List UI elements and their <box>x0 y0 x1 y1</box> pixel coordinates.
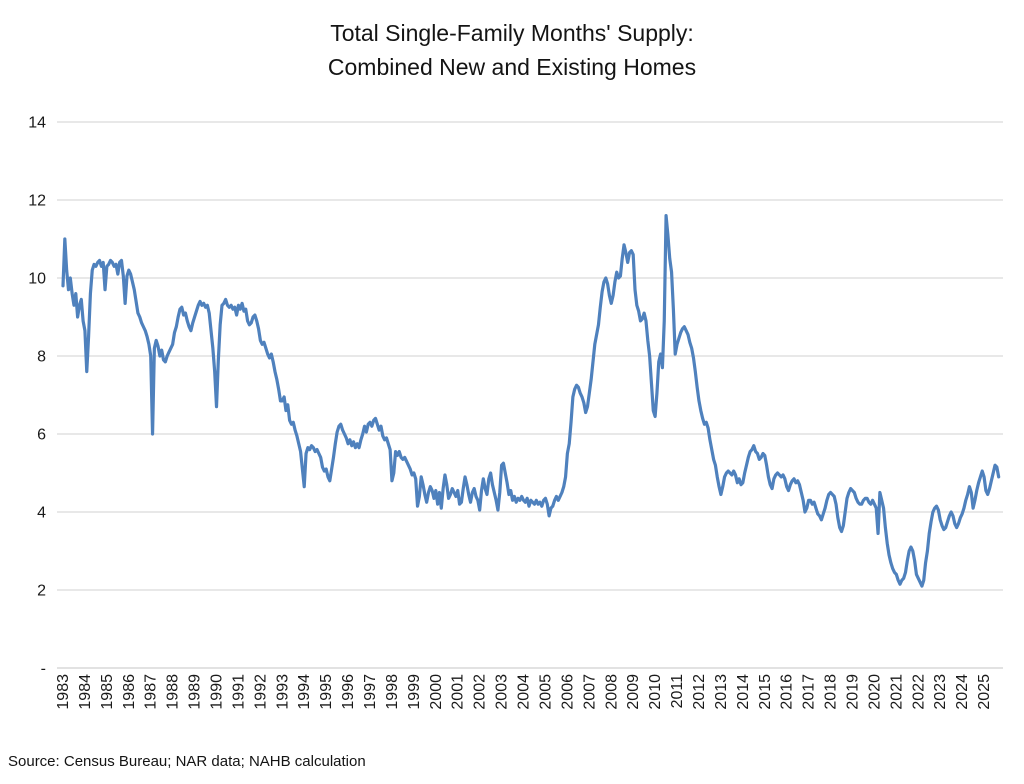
x-tick-label: 2023 <box>932 674 949 710</box>
x-tick-label: 1999 <box>406 674 423 710</box>
x-tick-label: 1983 <box>55 674 72 710</box>
source-note: Source: Census Bureau; NAR data; NAHB ca… <box>8 753 366 770</box>
x-tick-label: 1987 <box>143 674 160 710</box>
y-tick-label: 12 <box>28 193 46 210</box>
x-tick-label: 1992 <box>252 674 269 710</box>
x-tick-label: 2015 <box>757 674 774 710</box>
y-tick-label: 14 <box>28 115 46 132</box>
x-tick-label: 2012 <box>691 674 708 710</box>
x-tick-label: 1986 <box>121 674 138 710</box>
x-tick-label: 2021 <box>888 674 905 710</box>
x-tick-label: 2019 <box>844 674 861 710</box>
y-tick-label: 4 <box>37 505 46 522</box>
x-tick-label: 2016 <box>779 674 796 710</box>
x-tick-label: 2010 <box>647 674 664 710</box>
x-tick-label: 2006 <box>559 674 576 710</box>
x-tick-label: 2007 <box>581 674 598 710</box>
x-tick-label: 1984 <box>77 674 94 710</box>
y-tick-label: 8 <box>37 349 46 366</box>
x-tick-label: 2003 <box>494 674 511 710</box>
x-tick-label: 2001 <box>450 674 467 710</box>
x-tick-label: 2004 <box>516 674 533 710</box>
x-tick-label: 2017 <box>801 674 818 710</box>
chart-title-line1: Total Single-Family Months' Supply: <box>330 20 694 46</box>
x-tick-label: 2011 <box>669 674 686 709</box>
x-tick-label: 2022 <box>910 674 927 710</box>
x-tick-label: 1995 <box>318 674 335 710</box>
x-tick-label: 1991 <box>230 674 247 710</box>
data-series-line <box>61 214 1001 588</box>
x-tick-label: 2018 <box>823 674 840 710</box>
y-tick-label: 6 <box>37 427 46 444</box>
x-tick-label: 1993 <box>274 674 291 710</box>
x-tick-label: 2020 <box>866 674 883 710</box>
x-tick-label: 1998 <box>384 674 401 710</box>
x-tick-label: 1988 <box>165 674 182 710</box>
y-tick-label: - <box>41 661 46 678</box>
y-tick-label: 2 <box>37 583 46 600</box>
x-tick-label: 1990 <box>209 674 226 710</box>
x-tick-label: 2025 <box>976 674 993 710</box>
x-tick-label: 2002 <box>472 674 489 710</box>
x-tick-label: 2024 <box>954 674 971 710</box>
x-tick-label: 2005 <box>537 674 554 710</box>
y-tick-label: 10 <box>28 271 46 288</box>
x-tick-label: 2000 <box>428 674 445 710</box>
x-tick-label: 1997 <box>362 674 379 710</box>
x-tick-label: 1996 <box>340 674 357 710</box>
chart-title-line2: Combined New and Existing Homes <box>327 54 697 80</box>
x-tick-label: 2014 <box>735 674 752 710</box>
x-tick-label: 1985 <box>99 674 116 710</box>
x-tick-label: 2009 <box>625 674 642 710</box>
x-tick-label: 1994 <box>296 674 313 710</box>
x-tick-label: 2013 <box>713 674 730 710</box>
x-tick-label: 2008 <box>603 674 620 710</box>
x-tick-label: 1989 <box>187 674 204 710</box>
chart-title: Total Single-Family Months' Supply: Comb… <box>0 16 1024 84</box>
